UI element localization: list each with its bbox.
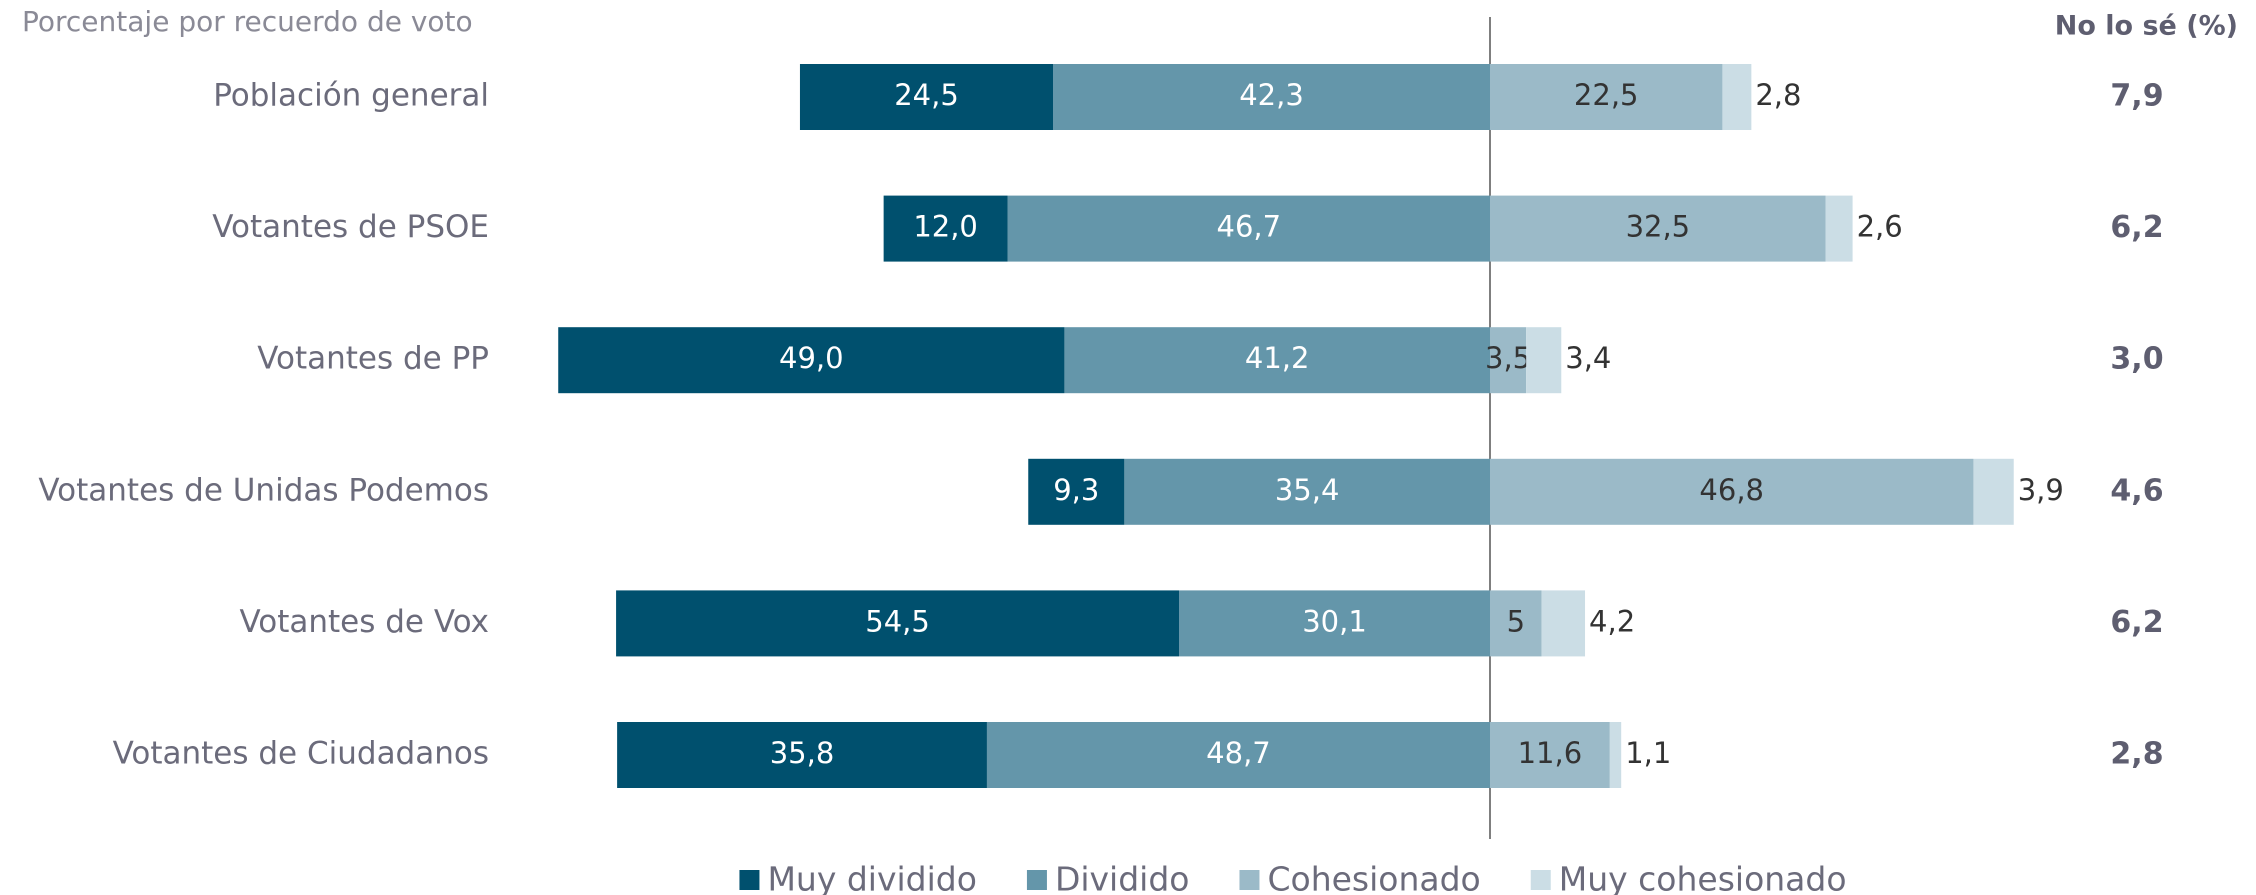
value-label: 3,4 bbox=[1565, 341, 1611, 375]
legend-label: Muy dividido bbox=[767, 860, 976, 895]
value-label: 49,0 bbox=[779, 341, 844, 375]
category-label: Votantes de Ciudadanos bbox=[113, 736, 489, 772]
legend-swatch bbox=[1239, 870, 1260, 890]
chart-subtitle: Porcentaje por recuerdo de voto bbox=[22, 5, 473, 38]
legend-label: Muy cohesionado bbox=[1559, 860, 1847, 895]
dont-know-title: No lo sé (%) bbox=[2055, 11, 2238, 42]
bar-segment bbox=[1490, 458, 1974, 525]
bar-segment bbox=[1490, 590, 1542, 657]
value-label: 12,0 bbox=[913, 210, 978, 244]
bar-segment bbox=[1179, 590, 1490, 657]
value-label: 46,8 bbox=[1699, 473, 1764, 507]
bar-segment bbox=[617, 722, 987, 788]
category-label: Población general bbox=[213, 78, 489, 114]
dont-know-value: 7,9 bbox=[2110, 79, 2163, 114]
value-label: 3,5 bbox=[1485, 341, 1531, 375]
bar-segment bbox=[1490, 195, 1826, 262]
bar-segment bbox=[1007, 195, 1490, 262]
value-label: 24,5 bbox=[894, 78, 959, 112]
dont-know-value: 2,8 bbox=[2110, 737, 2163, 772]
value-label: 30,1 bbox=[1302, 604, 1367, 638]
category-label: Votantes de Unidas Podemos bbox=[38, 472, 489, 508]
legend-swatch bbox=[739, 870, 760, 890]
bar-segment bbox=[1053, 64, 1490, 130]
bar-segment bbox=[883, 195, 1008, 262]
bar-segment bbox=[1064, 327, 1490, 394]
value-label: 42,3 bbox=[1239, 78, 1304, 112]
value-label: 35,4 bbox=[1275, 473, 1340, 507]
dont-know-value: 6,2 bbox=[2110, 210, 2163, 245]
bar-segment bbox=[1973, 458, 2014, 525]
value-label: 35,8 bbox=[770, 736, 835, 770]
value-label: 2,6 bbox=[1857, 210, 1903, 244]
bar-segment bbox=[616, 590, 1180, 657]
value-label: 2,8 bbox=[1755, 78, 1801, 112]
value-label: 48,7 bbox=[1206, 736, 1271, 770]
bar-segment bbox=[1028, 458, 1125, 525]
bar-segment bbox=[1825, 195, 1853, 262]
bar-segment bbox=[1526, 327, 1562, 394]
legend-label: Dividido bbox=[1055, 860, 1190, 895]
category-label: Votantes de PP bbox=[257, 341, 489, 377]
value-label: 22,5 bbox=[1574, 78, 1639, 112]
value-label: 41,2 bbox=[1245, 341, 1310, 375]
bar-segment bbox=[1609, 722, 1622, 788]
legend-swatch bbox=[1026, 870, 1047, 890]
value-label: 4,2 bbox=[1589, 604, 1635, 638]
bar-segment bbox=[558, 327, 1065, 394]
value-label: 9,3 bbox=[1053, 473, 1099, 507]
value-label: 46,7 bbox=[1217, 210, 1282, 244]
bar-segment bbox=[799, 64, 1054, 130]
dont-know-value: 3,0 bbox=[2110, 342, 2163, 377]
bar-segment bbox=[1490, 327, 1527, 394]
bar-segment bbox=[1541, 590, 1586, 657]
category-label: Votantes de PSOE bbox=[212, 209, 489, 245]
bar-segment bbox=[1490, 64, 1723, 130]
dont-know-value: 6,2 bbox=[2110, 605, 2163, 640]
bar-segment bbox=[986, 722, 1490, 788]
value-label: 11,6 bbox=[1518, 736, 1583, 770]
legend-swatch bbox=[1530, 870, 1551, 890]
bar-segment bbox=[1124, 458, 1490, 525]
value-label: 3,9 bbox=[2018, 473, 2064, 507]
value-label: 1,1 bbox=[1625, 736, 1671, 770]
bar-segment bbox=[1490, 722, 1610, 788]
value-label: 54,5 bbox=[865, 604, 930, 638]
value-label: 32,5 bbox=[1626, 210, 1691, 244]
bar-segment bbox=[1722, 64, 1752, 130]
category-label: Votantes de Vox bbox=[239, 604, 489, 640]
value-label: 5 bbox=[1507, 604, 1525, 638]
dont-know-value: 4,6 bbox=[2110, 473, 2163, 508]
legend-label: Cohesionado bbox=[1267, 860, 1480, 895]
